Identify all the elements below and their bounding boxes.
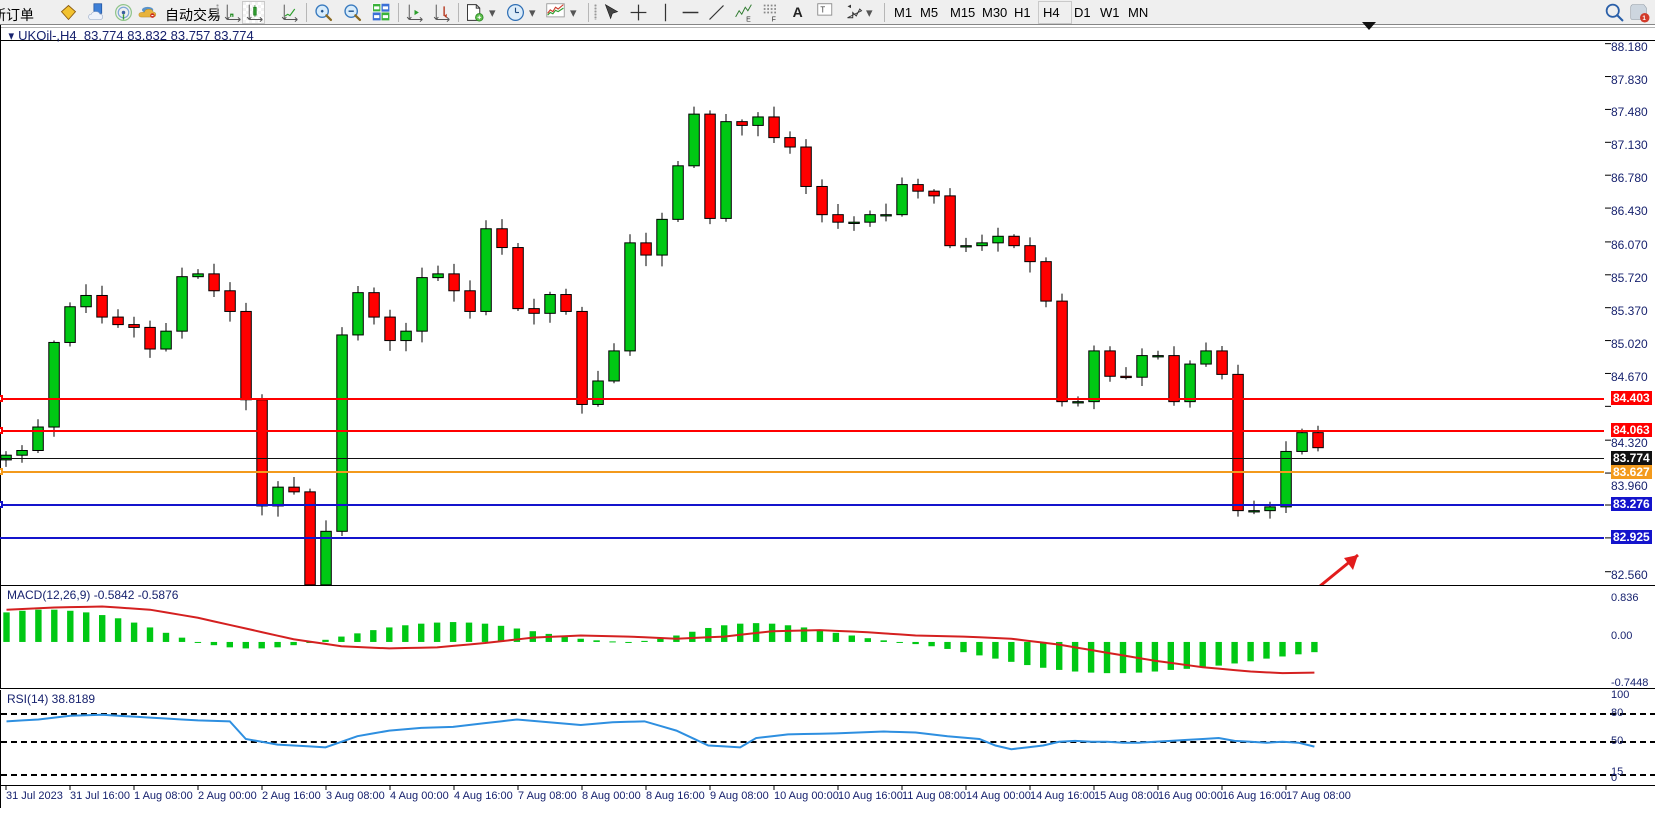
svg-text:F: F (772, 16, 776, 23)
svg-text:T: T (820, 6, 825, 15)
svg-text:1: 1 (1642, 15, 1646, 22)
svg-text:A: A (793, 4, 803, 20)
svg-text:E: E (746, 16, 751, 23)
